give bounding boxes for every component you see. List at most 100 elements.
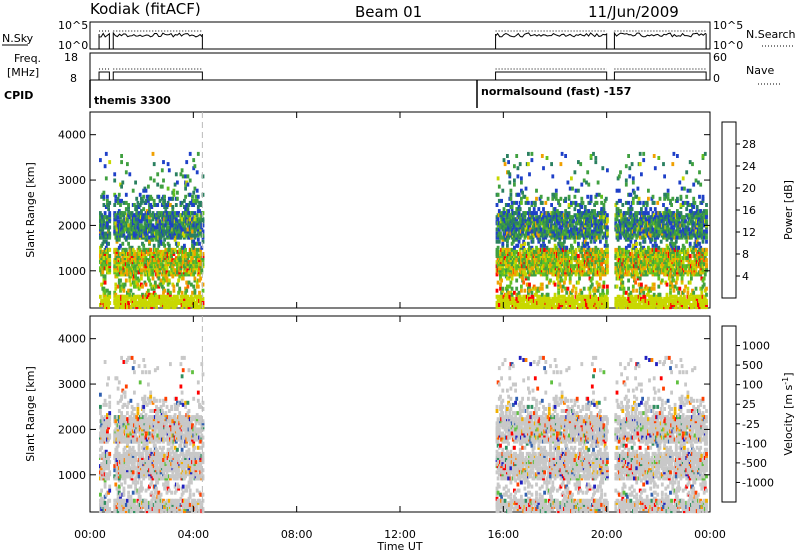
range-cell — [652, 200, 656, 205]
range-cell — [186, 294, 190, 299]
range-cell — [165, 276, 169, 281]
range-cell — [100, 272, 103, 277]
range-cell — [130, 252, 134, 256]
range-cell — [507, 203, 510, 207]
range-cell — [504, 227, 508, 232]
range-cell — [184, 213, 187, 218]
range-cell — [166, 200, 170, 205]
range-cell — [546, 217, 550, 222]
range-cell — [574, 225, 578, 230]
range-cell — [631, 284, 635, 289]
range-cell — [531, 305, 535, 310]
range-cell — [527, 276, 530, 281]
range-cell — [585, 272, 588, 277]
range-cell — [148, 241, 151, 246]
range-cell — [652, 305, 656, 310]
range-cell — [645, 227, 649, 232]
range-cell — [140, 268, 143, 273]
range-cell — [524, 211, 528, 216]
range-cell — [634, 223, 637, 228]
range-cell — [190, 233, 193, 238]
range-cell — [201, 229, 205, 234]
range-cell — [554, 223, 558, 228]
range-cell — [515, 154, 519, 158]
range-cell — [510, 305, 514, 310]
range-cell — [621, 284, 625, 289]
range-cell — [501, 286, 505, 291]
range-cell — [143, 186, 147, 191]
range-cell — [593, 203, 596, 207]
range-cell — [578, 260, 581, 265]
range-cell — [628, 243, 632, 248]
range-cell — [184, 290, 187, 295]
range-cell — [560, 262, 564, 267]
range-cell — [655, 215, 658, 220]
range-cell — [500, 198, 503, 203]
range-cell — [615, 200, 619, 205]
range-cell — [138, 256, 142, 261]
range-cell — [193, 164, 197, 169]
range-cell — [616, 213, 620, 218]
range-cell — [133, 249, 136, 254]
range-cell — [138, 229, 142, 234]
nsky-tick-bottom: 10^0 — [58, 39, 88, 52]
range-cell — [174, 223, 178, 228]
range-cell — [177, 211, 180, 216]
range-cell — [195, 170, 199, 175]
range-cell — [636, 272, 640, 277]
range-cell — [108, 211, 112, 216]
range-cell — [547, 280, 551, 285]
range-cell — [601, 288, 605, 293]
range-cell — [499, 272, 502, 277]
range-cell — [191, 211, 194, 216]
range-cell — [571, 264, 574, 269]
range-cell — [570, 256, 573, 261]
range-cell — [530, 290, 534, 295]
range-cell — [603, 272, 607, 277]
range-cell — [149, 260, 153, 265]
range-cell — [124, 278, 128, 283]
range-cell — [662, 162, 665, 167]
range-cell — [141, 284, 144, 289]
range-cell — [192, 190, 196, 195]
range-cell — [647, 188, 650, 193]
range-cell — [643, 239, 647, 244]
range-cell — [142, 207, 146, 212]
range-cell — [506, 288, 509, 293]
range-cell — [574, 247, 578, 252]
range-cell — [644, 211, 648, 216]
range-cell — [649, 233, 653, 238]
range-cell — [169, 203, 172, 207]
range-cell — [141, 225, 144, 230]
range-cell — [640, 282, 643, 287]
range-cell — [627, 264, 630, 269]
range-cell — [574, 203, 578, 207]
range-cell — [532, 270, 536, 275]
range-cell — [619, 170, 622, 175]
range-cell — [522, 239, 526, 244]
range-cell — [631, 254, 635, 258]
range-cell — [200, 213, 204, 218]
range-cell — [571, 223, 574, 228]
range-cell — [113, 178, 117, 183]
range-cell — [616, 298, 620, 303]
range-cell — [126, 217, 129, 222]
range-cell — [158, 211, 162, 216]
range-cell — [507, 247, 510, 252]
range-cell — [193, 241, 197, 246]
range-cell — [624, 252, 628, 256]
range-cell — [551, 196, 555, 201]
nsky-line — [98, 31, 707, 49]
range-cell — [192, 247, 196, 252]
range-cell — [606, 288, 609, 293]
range-cell — [567, 272, 571, 277]
range-cell — [570, 203, 573, 207]
range-cell — [574, 256, 578, 261]
range-cell — [108, 262, 112, 267]
range-cell — [101, 241, 105, 246]
range-cell — [650, 286, 654, 291]
range-cell — [606, 213, 609, 218]
range-cell — [138, 247, 142, 252]
range-cell — [496, 245, 500, 250]
range-cell — [561, 229, 565, 234]
